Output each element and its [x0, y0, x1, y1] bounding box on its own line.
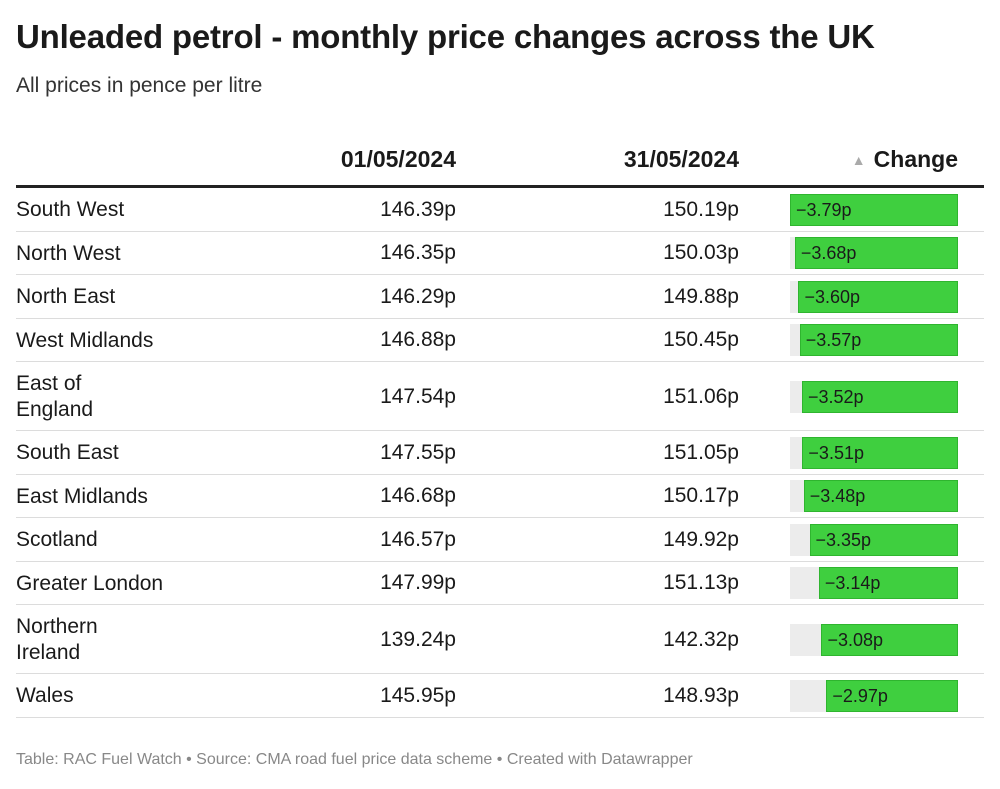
change-value-label: −3.60p [804, 286, 860, 307]
price-start: 146.35p [380, 241, 456, 265]
change-bar-track: −3.68p [790, 237, 958, 270]
table-row: Greater London 147.99p 151.13p −3.14p [16, 562, 984, 605]
change-bar-track: −3.08p [790, 623, 958, 656]
price-end: 149.88p [663, 284, 739, 308]
change-bar: −3.52p [801, 380, 958, 413]
change-bar: −3.57p [799, 324, 958, 357]
change-bar: −3.35p [809, 523, 958, 556]
table-row: East Midlands 146.68p 150.17p −3.48p [16, 475, 984, 518]
chart-footer: Table: RAC Fuel Watch • Source: CMA road… [16, 751, 693, 768]
sort-ascending-icon[interactable]: ▲ [851, 151, 866, 168]
price-end: 150.45p [663, 328, 739, 352]
region-name: North East [16, 285, 116, 308]
change-bar-track: −3.57p [790, 324, 958, 357]
change-bar-track: −3.60p [790, 280, 958, 313]
region-name: South East [16, 441, 119, 464]
table-row: South West 146.39p 150.19p −3.79p [16, 188, 984, 232]
change-bar-track: −2.97p [790, 679, 958, 712]
column-header-end-date[interactable]: 31/05/2024 [623, 146, 739, 172]
table-header: 01/05/2024 31/05/2024 ▲ Change [16, 128, 984, 188]
chart-title: Unleaded petrol - monthly price changes … [16, 18, 875, 55]
price-start: 146.68p [380, 484, 456, 508]
change-value-label: −3.48p [809, 486, 866, 507]
price-end: 150.03p [663, 241, 739, 265]
change-bar: −3.60p [798, 280, 958, 313]
price-end: 148.93p [663, 683, 739, 707]
region-name: Greater London [16, 571, 164, 595]
price-end: 151.13p [663, 571, 739, 595]
region-name: North West [16, 241, 121, 265]
column-header-change-label: Change [873, 146, 958, 172]
price-end: 151.06p [663, 384, 739, 408]
table-row: East of England 147.54p 151.06p −3.52p [16, 362, 984, 431]
table-row: Scotland 146.57p 149.92p −3.35p [16, 518, 984, 562]
price-end: 149.92p [663, 527, 739, 551]
change-bar: −3.79p [790, 193, 958, 226]
price-end: 150.19p [663, 197, 739, 221]
price-end: 142.32p [663, 627, 739, 651]
table-row: West Midlands 146.88p 150.45p −3.57p [16, 319, 984, 362]
table-body: South West 146.39p 150.19p −3.79p North West… [16, 188, 984, 718]
change-value-label: −3.68p [800, 243, 857, 264]
change-bar: −3.51p [802, 436, 958, 469]
change-value-label: −3.14p [824, 573, 881, 594]
column-header-start-date[interactable]: 01/05/2024 [340, 146, 456, 172]
price-start: 146.88p [380, 328, 456, 352]
change-bar: −3.48p [803, 480, 958, 513]
change-value-label: −2.97p [832, 685, 888, 706]
region-name: East of England [16, 372, 94, 421]
change-value-label: −3.79p [796, 199, 852, 220]
change-bar-track: −3.52p [790, 380, 958, 413]
table-row: South East 147.55p 151.05p −3.51p [16, 431, 984, 475]
price-start: 146.29p [380, 284, 456, 308]
change-value-label: −3.57p [805, 330, 862, 351]
region-name: Northern Ireland [16, 615, 98, 664]
change-bar: −2.97p [826, 679, 958, 712]
table-row: North West 146.35p 150.03p −3.68p [16, 232, 984, 275]
change-bar: −3.08p [821, 623, 958, 656]
table-row: North East 146.29p 149.88p −3.60p [16, 275, 984, 319]
price-start: 146.39p [380, 197, 456, 221]
change-value-label: −3.51p [808, 442, 864, 463]
region-name: South West [16, 198, 125, 221]
price-end: 150.17p [663, 484, 739, 508]
price-start: 147.55p [380, 440, 456, 464]
change-bar: −3.14p [818, 567, 958, 600]
price-start: 145.95p [380, 683, 456, 707]
region-name: Wales [16, 684, 74, 707]
chart-subtitle: All prices in pence per litre [16, 74, 263, 97]
region-name: West Midlands [16, 328, 154, 352]
column-header-change[interactable]: ▲ Change [852, 146, 958, 173]
price-start: 146.57p [380, 527, 456, 551]
change-bar-track: −3.79p [790, 193, 958, 226]
change-value-label: −3.35p [815, 529, 872, 550]
price-start: 147.54p [380, 384, 456, 408]
table-row: Wales 145.95p 148.93p −2.97p [16, 674, 984, 718]
change-bar: −3.68p [794, 237, 958, 270]
region-name: East Midlands [16, 484, 148, 508]
price-table: 01/05/2024 31/05/2024 ▲ Change South Wes… [16, 128, 984, 718]
change-bar-track: −3.51p [790, 436, 958, 469]
price-end: 151.05p [663, 440, 739, 464]
region-name: Scotland [16, 528, 98, 551]
change-value-label: −3.52p [807, 386, 864, 407]
price-start: 139.24p [380, 627, 456, 651]
change-value-label: −3.08p [827, 629, 884, 650]
table-row: Northern Ireland 139.24p 142.32p −3.08p [16, 605, 984, 674]
change-bar-track: −3.35p [790, 523, 958, 556]
change-bar-track: −3.48p [790, 480, 958, 513]
price-start: 147.99p [380, 571, 456, 595]
change-bar-track: −3.14p [790, 567, 958, 600]
